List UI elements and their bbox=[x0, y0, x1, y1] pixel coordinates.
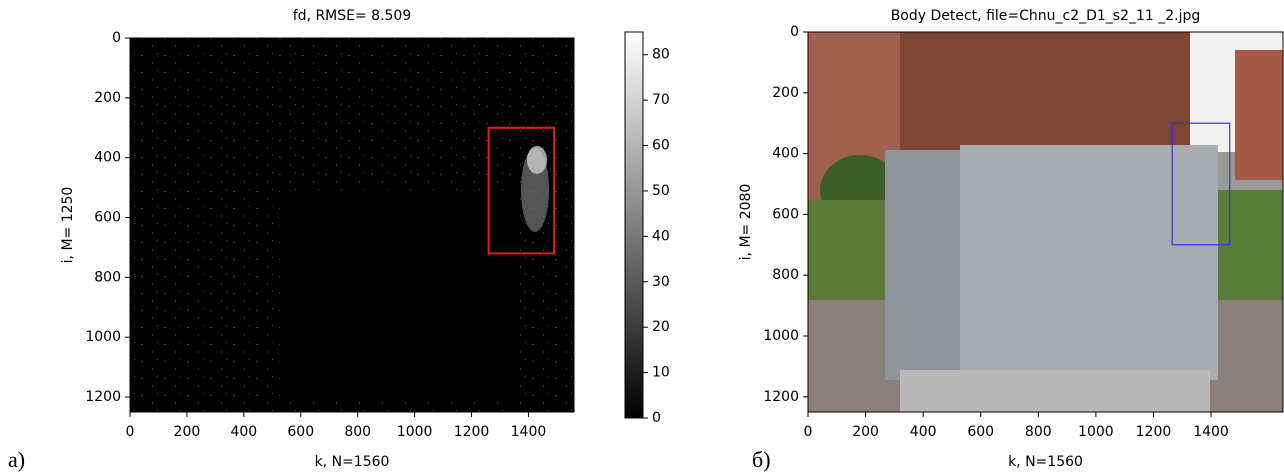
x-tick-label: 0 bbox=[126, 424, 135, 440]
x-tick-label: 200 bbox=[174, 424, 201, 440]
panel-label: б) bbox=[752, 447, 771, 472]
y-tick-label: 1200 bbox=[85, 389, 121, 405]
y-tick-label: 800 bbox=[772, 267, 799, 283]
colorbar-tick-label: 60 bbox=[652, 138, 670, 154]
axes-frame bbox=[807, 31, 1284, 413]
y-tick-label: 1200 bbox=[763, 389, 799, 405]
y-tick-label: 0 bbox=[112, 30, 121, 46]
x-tick-label: 600 bbox=[967, 424, 994, 440]
y-tick-label: 200 bbox=[94, 90, 121, 106]
x-tick-label: 1400 bbox=[511, 424, 547, 440]
y-tick-label: 400 bbox=[772, 146, 799, 162]
x-tick-label: 1200 bbox=[1136, 424, 1172, 440]
y-tick-label: 0 bbox=[790, 24, 799, 40]
y-tick-label: 400 bbox=[94, 150, 121, 166]
x-tick-label: 400 bbox=[230, 424, 257, 440]
chart-title: Body Detect, file=Chnu_c2_D1_s2_11 _2.jp… bbox=[891, 8, 1201, 24]
axes-frame bbox=[129, 37, 575, 413]
colorbar-tick-label: 0 bbox=[652, 410, 661, 426]
colorbar-tick-label: 20 bbox=[652, 319, 670, 335]
image-right bbox=[808, 32, 1283, 412]
colorbar-tick-label: 80 bbox=[652, 47, 670, 63]
colorbar-tick-label: 50 bbox=[652, 183, 670, 199]
x-axis-label: k, N=1560 bbox=[1008, 454, 1083, 470]
x-axis-label: k, N=1560 bbox=[315, 454, 390, 470]
chart-title: fd, RMSE= 8.509 bbox=[293, 8, 412, 24]
x-tick-label: 800 bbox=[344, 424, 371, 440]
detection-box bbox=[487, 126, 556, 255]
detection-box bbox=[1171, 122, 1231, 246]
x-tick-label: 1200 bbox=[454, 424, 490, 440]
colorbar-tick-label: 30 bbox=[652, 274, 670, 290]
colorbar-tick-label: 40 bbox=[652, 228, 670, 244]
x-tick-label: 800 bbox=[1025, 424, 1052, 440]
y-axis-label: i, M= 2080 bbox=[738, 184, 754, 261]
x-tick-label: 400 bbox=[910, 424, 937, 440]
colorbar bbox=[624, 31, 644, 419]
x-tick-label: 0 bbox=[804, 424, 813, 440]
colorbar-tick-label: 70 bbox=[652, 92, 670, 108]
x-tick-label: 1000 bbox=[1078, 424, 1114, 440]
y-tick-label: 1000 bbox=[85, 329, 121, 345]
y-tick-label: 200 bbox=[772, 85, 799, 101]
y-tick-label: 600 bbox=[94, 210, 121, 226]
x-tick-label: 600 bbox=[287, 424, 314, 440]
y-tick-label: 600 bbox=[772, 206, 799, 222]
x-tick-label: 1400 bbox=[1193, 424, 1229, 440]
y-axis-label: i, M= 1250 bbox=[60, 187, 76, 264]
x-tick-label: 1000 bbox=[397, 424, 433, 440]
x-tick-label: 200 bbox=[852, 424, 879, 440]
image-left bbox=[130, 38, 574, 412]
colorbar-tick-label: 10 bbox=[652, 365, 670, 381]
y-tick-label: 800 bbox=[94, 269, 121, 285]
y-tick-label: 1000 bbox=[763, 328, 799, 344]
panel-label: а) bbox=[8, 447, 25, 472]
